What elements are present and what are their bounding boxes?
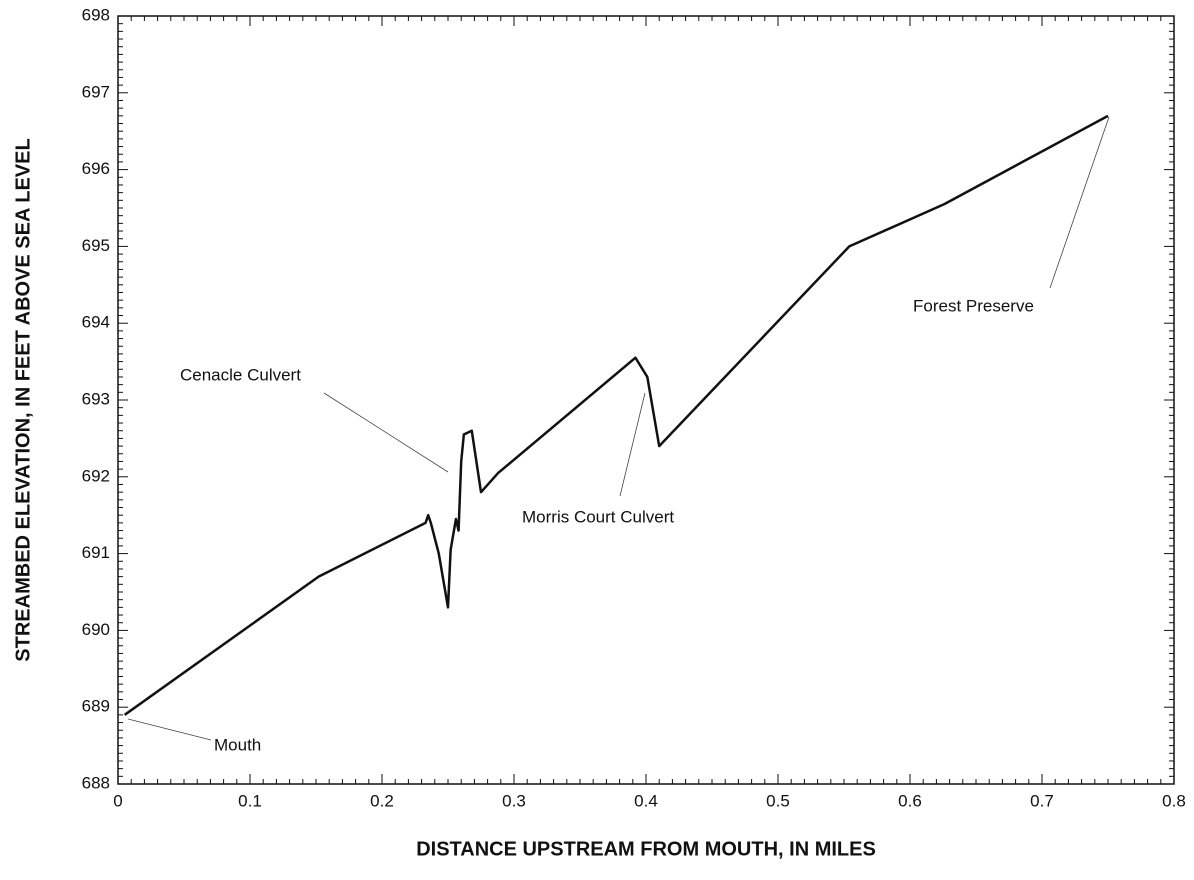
x-tick-label: 0.8 [1162,791,1186,810]
y-tick-label: 695 [82,236,110,255]
y-tick-label: 692 [82,466,110,485]
annotation: Forest Preserve [913,296,1034,315]
x-axis-title: DISTANCE UPSTREAM FROM MOUTH, IN MILES [416,838,876,860]
data-line [123,114,1109,716]
annotation: Morris Court Culvert [522,507,674,526]
y-tick-label: 688 [82,773,110,792]
annotation-leader [127,718,212,741]
y-axis-title: STREAMBED ELEVATION, IN FEET ABOVE SEA L… [12,138,34,661]
annotation-leader [1049,116,1110,289]
annotation-leader [323,392,449,473]
y-tick-label: 690 [82,620,110,639]
annotation: Cenacle Culvert [180,365,301,384]
y-tick-label: 691 [82,543,110,562]
x-tick-label: 0.6 [898,791,922,810]
y-tick-label: 689 [82,697,110,716]
annotation: Mouth [214,735,261,754]
plot-frame [117,15,1175,785]
y-tick-label: 694 [82,313,110,332]
x-tick-label: 0.5 [766,791,790,810]
x-tick-label: 0.1 [238,791,262,810]
x-tick-label: 0.2 [370,791,394,810]
x-tick-label: 0 [113,791,122,810]
y-tick-label: 696 [82,159,110,178]
x-tick-label: 0.4 [634,791,658,810]
annotation-leader [619,392,646,497]
y-tick-label: 698 [82,5,110,24]
y-tick-label: 697 [82,82,110,101]
x-tick-label: 0.7 [1030,791,1054,810]
x-tick-label: 0.3 [502,791,526,810]
y-tick-label: 693 [82,389,110,408]
